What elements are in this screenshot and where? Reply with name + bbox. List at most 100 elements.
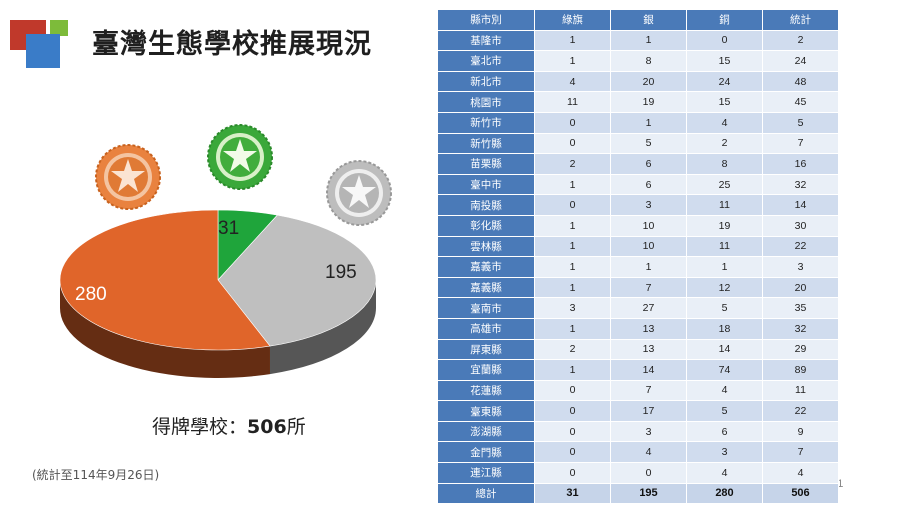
pie-slice-1 [217,214,377,347]
county-name-cell: 澎湖縣 [437,420,535,443]
value-cell: 3 [686,441,763,464]
value-cell: 17 [610,400,687,422]
total-prefix: 得牌學校： [152,416,248,438]
value-cell: 3 [534,297,611,319]
table-row: 金門縣 0 4 3 7 [437,441,839,464]
value-cell: 3 [610,194,687,216]
total-green: 31 [534,482,611,505]
table-total-row: 總計 31 195 280 506 [437,482,839,505]
header-total: 統計 [762,9,839,31]
value-cell: 1 [534,214,611,237]
county-name-cell: 南投縣 [437,194,535,216]
value-cell: 11 [686,194,763,216]
value-cell: 1 [534,256,611,278]
header-green: 綠旗 [534,9,611,31]
value-cell: 2 [534,338,611,361]
value-cell: 16 [762,153,839,175]
value-cell: 20 [762,276,839,299]
value-cell: 4 [534,70,611,93]
table-row: 臺東縣 0 17 5 22 [437,400,839,422]
value-cell: 1 [534,173,611,196]
value-cell: 22 [762,235,839,258]
total-label: 總計 [437,482,535,505]
value-cell: 7 [762,132,839,155]
value-cell: 0 [534,462,611,484]
table-row: 臺南市 3 27 5 35 [437,297,839,319]
value-cell: 7 [610,276,687,299]
value-cell: 29 [762,338,839,361]
value-cell: 6 [610,173,687,196]
value-cell: 14 [762,194,839,216]
county-name-cell: 新竹縣 [437,132,535,155]
value-cell: 10 [610,235,687,258]
value-cell: 3 [762,256,839,278]
value-cell: 0 [534,400,611,422]
county-name-cell: 雲林縣 [437,235,535,258]
value-cell: 1 [534,276,611,299]
table-row: 新竹市 0 1 4 5 [437,111,839,134]
value-cell: 7 [762,441,839,464]
value-cell: 6 [610,153,687,175]
value-cell: 2 [534,153,611,175]
pie-side-2 [60,280,270,378]
county-name-cell: 連江縣 [437,462,535,484]
table-row: 臺中市 1 6 25 32 [437,173,839,196]
value-cell: 11 [534,91,611,113]
county-name-cell: 金門縣 [437,441,535,464]
footnote: (統計至114年9月26日) [32,468,160,482]
value-cell: 27 [610,297,687,319]
value-cell: 19 [610,91,687,113]
value-cell: 4 [686,462,763,484]
value-cell: 14 [686,338,763,361]
total-sum: 506 [762,482,839,505]
table-row: 花蓮縣 0 7 4 11 [437,379,839,402]
county-name-cell: 臺北市 [437,50,535,72]
table-row: 苗栗縣 2 6 8 16 [437,153,839,175]
county-name-cell: 嘉義縣 [437,276,535,299]
table-row: 彰化縣 1 10 19 30 [437,214,839,237]
value-cell: 25 [686,173,763,196]
value-cell: 2 [686,132,763,155]
value-cell: 18 [686,317,763,340]
county-name-cell: 臺南市 [437,297,535,319]
value-cell: 8 [686,153,763,175]
value-cell: 5 [686,400,763,422]
value-cell: 7 [610,379,687,402]
page-title: 臺灣生態學校推展現況 [92,29,372,60]
table-row: 桃園市 11 19 15 45 [437,91,839,113]
medal-pie-chart [59,209,377,378]
value-cell: 1 [534,317,611,340]
value-cell: 1 [534,235,611,258]
bronze-medal-icon [95,144,161,210]
county-name-cell: 屏東縣 [437,338,535,361]
value-cell: 1 [534,359,611,381]
table-row: 雲林縣 1 10 11 22 [437,235,839,258]
pie-label-bronze: 280 [75,284,107,305]
value-cell: 15 [686,50,763,72]
value-cell: 13 [610,338,687,361]
value-cell: 15 [686,91,763,113]
county-name-cell: 苗栗縣 [437,153,535,175]
county-name-cell: 桃園市 [437,91,535,113]
table-row: 南投縣 0 3 11 14 [437,194,839,216]
value-cell: 24 [762,50,839,72]
value-cell: 1 [534,50,611,72]
value-cell: 4 [762,462,839,484]
value-cell: 11 [762,379,839,402]
total-suffix: 所 [286,416,306,438]
header-silver: 銀 [610,9,687,31]
table-row: 屏東縣 2 13 14 29 [437,338,839,361]
total-schools-text: 得牌學校：506所 [152,412,306,439]
value-cell: 30 [762,214,839,237]
silver-medal-icon [326,160,392,226]
county-name-cell: 高雄市 [437,317,535,340]
pie-label-green: 31 [218,218,240,239]
value-cell: 14 [610,359,687,381]
table-row: 連江縣 0 0 4 4 [437,462,839,484]
value-cell: 0 [534,194,611,216]
value-cell: 0 [686,29,763,52]
value-cell: 1 [610,256,687,278]
header-bronze: 銅 [686,9,763,31]
value-cell: 4 [686,379,763,402]
value-cell: 19 [686,214,763,237]
